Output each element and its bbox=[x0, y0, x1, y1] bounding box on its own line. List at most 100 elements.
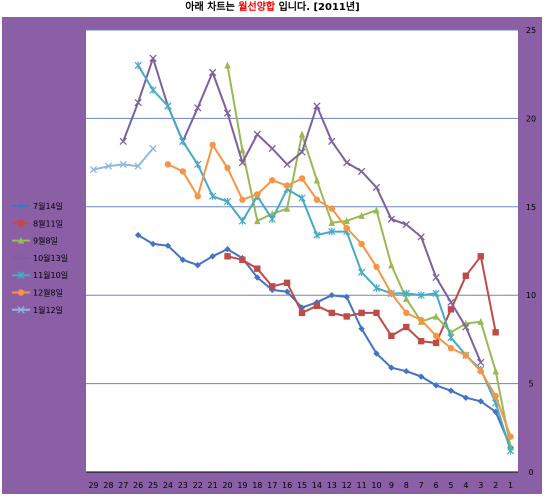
data-point bbox=[358, 325, 365, 332]
data-point bbox=[462, 352, 470, 359]
data-point bbox=[179, 137, 187, 146]
data-point bbox=[477, 358, 485, 367]
data-point bbox=[298, 309, 306, 317]
data-point bbox=[17, 220, 25, 227]
data-point bbox=[239, 196, 246, 203]
data-point bbox=[447, 306, 455, 313]
data-point bbox=[328, 292, 335, 299]
data-point bbox=[89, 166, 98, 174]
legend-label: 7월14일 bbox=[33, 201, 63, 211]
legend-item: 11월10일 bbox=[12, 270, 68, 280]
data-point bbox=[119, 137, 127, 146]
y-tick-label: 0 bbox=[528, 468, 533, 477]
data-point bbox=[403, 309, 410, 317]
x-tick-label: 12 bbox=[342, 481, 352, 490]
data-point bbox=[254, 191, 261, 198]
x-tick-label: 14 bbox=[312, 481, 322, 490]
data-point bbox=[357, 167, 366, 176]
data-point bbox=[134, 231, 142, 239]
data-point bbox=[343, 224, 350, 232]
data-point bbox=[417, 233, 425, 241]
data-point bbox=[506, 447, 515, 455]
x-tick-label: 4 bbox=[463, 481, 468, 490]
data-point bbox=[328, 309, 335, 317]
series bbox=[164, 141, 514, 440]
data-point bbox=[328, 218, 335, 226]
plot-area bbox=[86, 30, 518, 472]
data-point bbox=[432, 312, 440, 320]
data-point bbox=[269, 283, 276, 290]
data-point bbox=[388, 290, 395, 297]
data-point bbox=[328, 227, 336, 236]
data-point bbox=[403, 323, 410, 331]
data-point bbox=[149, 240, 157, 248]
data-point bbox=[357, 268, 366, 276]
series-group bbox=[89, 54, 515, 455]
y-axis: 0 5 10 15 20 25 bbox=[526, 26, 536, 477]
data-point bbox=[432, 332, 440, 340]
data-point bbox=[298, 148, 306, 156]
x-tick-label: 7 bbox=[419, 481, 424, 490]
x-tick-label: 16 bbox=[282, 481, 292, 490]
data-point bbox=[477, 253, 484, 260]
data-point bbox=[492, 329, 499, 336]
x-tick-label: 11 bbox=[356, 481, 366, 490]
data-point bbox=[269, 177, 276, 184]
data-point bbox=[432, 382, 440, 389]
x-tick-label: 19 bbox=[237, 481, 247, 490]
data-point bbox=[298, 194, 306, 202]
x-tick-label: 1 bbox=[508, 481, 513, 490]
data-point bbox=[268, 215, 276, 223]
legend-item: 12월8일 bbox=[12, 288, 63, 298]
x-tick-label: 28 bbox=[103, 481, 113, 490]
x-tick-label: 15 bbox=[297, 481, 307, 490]
data-point bbox=[387, 215, 396, 223]
x-tick-label: 23 bbox=[178, 481, 188, 490]
data-point bbox=[358, 211, 365, 219]
data-point bbox=[194, 261, 201, 269]
data-point bbox=[17, 306, 25, 314]
data-point bbox=[209, 253, 216, 260]
x-tick-label: 24 bbox=[163, 481, 173, 490]
data-point bbox=[298, 130, 306, 138]
x-tick-label: 22 bbox=[193, 481, 203, 490]
legend-item: 1월12일 bbox=[12, 305, 63, 315]
data-point bbox=[417, 337, 425, 345]
data-point bbox=[358, 240, 365, 248]
y-tick-label: 5 bbox=[528, 380, 533, 389]
data-point bbox=[358, 309, 365, 317]
data-point bbox=[224, 253, 231, 260]
data-point bbox=[17, 289, 25, 296]
data-point bbox=[238, 158, 247, 167]
data-point bbox=[224, 164, 231, 172]
data-point bbox=[373, 263, 380, 271]
legend-label: 1월12일 bbox=[33, 305, 63, 315]
data-point bbox=[373, 206, 380, 214]
legend-item: 9월8일 bbox=[12, 236, 58, 246]
x-tick-label: 9 bbox=[389, 481, 394, 490]
data-point bbox=[239, 256, 246, 264]
data-point bbox=[343, 158, 351, 167]
data-point bbox=[388, 364, 395, 371]
data-point bbox=[477, 368, 484, 375]
data-point bbox=[134, 162, 142, 170]
data-point bbox=[134, 98, 142, 107]
data-point bbox=[283, 182, 291, 189]
data-point bbox=[462, 394, 470, 401]
data-point bbox=[343, 217, 350, 225]
data-point bbox=[119, 160, 127, 169]
data-point bbox=[388, 332, 395, 340]
x-tick-label: 17 bbox=[267, 481, 277, 490]
data-point bbox=[477, 398, 484, 405]
data-point bbox=[254, 274, 261, 281]
legend-item: 8월11일 bbox=[12, 218, 63, 228]
data-point bbox=[239, 146, 246, 154]
data-point bbox=[477, 317, 484, 325]
data-point bbox=[313, 231, 321, 239]
series-line bbox=[137, 234, 512, 448]
data-point bbox=[17, 271, 25, 279]
data-point bbox=[283, 279, 291, 287]
data-point bbox=[253, 130, 261, 138]
data-point bbox=[447, 345, 455, 352]
